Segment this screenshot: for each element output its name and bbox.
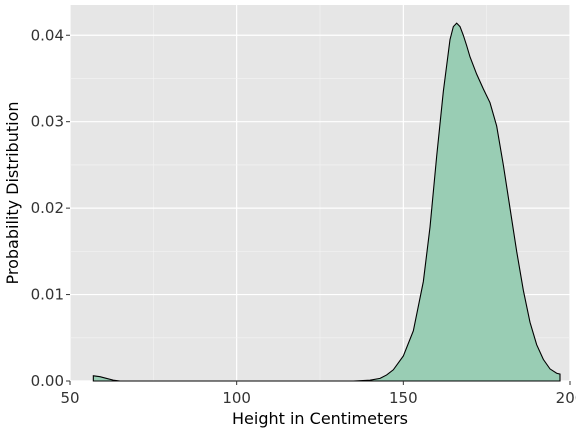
- y-tick-label: 0.04: [31, 26, 64, 44]
- x-axis-title: Height in Centimeters: [232, 409, 408, 428]
- y-tick-label: 0.03: [31, 113, 64, 131]
- y-tick-labels: 0.00 0.01 0.02 0.03 0.04: [31, 26, 64, 390]
- y-tick-label: 0.01: [31, 286, 64, 304]
- x-tick-label: 100: [222, 389, 251, 407]
- x-tick-label: 150: [389, 389, 418, 407]
- axis-ticks: [66, 34, 571, 385]
- x-tick-labels: 50 100 150 200: [60, 389, 576, 407]
- y-tick-label: 0.02: [31, 199, 64, 217]
- y-axis-title: Probability Distribution: [3, 101, 22, 284]
- y-tick-label: 0.00: [31, 372, 64, 390]
- density-area: [92, 22, 561, 382]
- x-tick-label: 50: [60, 389, 79, 407]
- x-tick-label: 200: [556, 389, 576, 407]
